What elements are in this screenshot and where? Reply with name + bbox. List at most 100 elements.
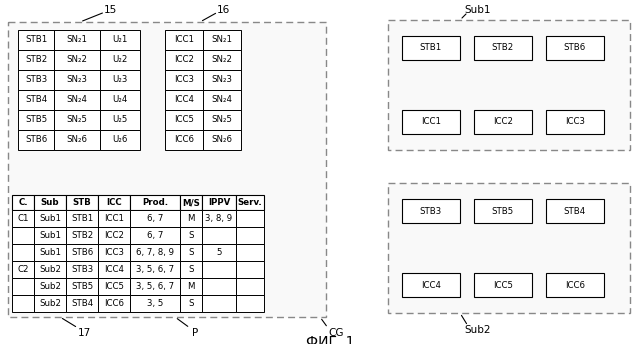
Text: STB2: STB2 [492,43,514,53]
Bar [202,210,236,227]
Text: SN₂6: SN₂6 [67,136,88,144]
Text: SN₂5: SN₂5 [67,116,88,125]
Text: STB4: STB4 [71,299,93,308]
Text: 3, 5, 6, 7: 3, 5, 6, 7 [136,282,174,291]
Text: SN₂3: SN₂3 [67,75,88,85]
Text: ICC2: ICC2 [174,55,194,65]
Text: Sub2: Sub2 [465,325,492,335]
Bar [180,227,202,244]
Bar [402,110,460,134]
Bar [100,50,140,70]
Text: ICC3: ICC3 [104,248,124,257]
Bar [180,210,202,227]
Bar [18,50,54,70]
Bar [54,70,100,90]
Text: STB5: STB5 [492,206,514,215]
Bar [180,244,202,261]
Bar [180,278,202,295]
Bar [98,195,130,210]
Text: STB: STB [72,198,92,207]
Text: U₂1: U₂1 [112,35,128,44]
Bar [98,295,130,312]
Bar [546,110,604,134]
Text: ICC3: ICC3 [174,75,194,85]
Text: C2: C2 [17,265,29,274]
Bar [66,244,98,261]
Bar [98,227,130,244]
Text: ICC6: ICC6 [104,299,124,308]
Text: STB1: STB1 [420,43,442,53]
Bar [18,30,54,50]
Bar [203,130,241,150]
Text: M/S: M/S [182,198,200,207]
Text: STB2: STB2 [71,231,93,240]
Bar [165,30,203,50]
Bar [388,183,630,313]
Bar [66,261,98,278]
Bar [66,210,98,227]
Text: STB1: STB1 [71,214,93,223]
Bar [18,90,54,110]
Text: Sub1: Sub1 [39,248,61,257]
Bar [165,90,203,110]
Bar [98,210,130,227]
Text: ICC6: ICC6 [174,136,194,144]
Text: STB1: STB1 [25,35,47,44]
Bar [203,70,241,90]
Bar [180,295,202,312]
Text: SN₂2: SN₂2 [211,55,232,65]
Bar [66,278,98,295]
Text: 15: 15 [104,5,116,15]
Text: Prod.: Prod. [142,198,168,207]
Bar [18,70,54,90]
Bar [54,50,100,70]
Text: SN₂1: SN₂1 [211,35,232,44]
Text: SN₂5: SN₂5 [211,116,232,125]
Text: ICC2: ICC2 [104,231,124,240]
Bar [66,195,98,210]
Bar [100,70,140,90]
Bar [165,130,203,150]
Text: ICC3: ICC3 [565,118,585,127]
Bar [236,195,264,210]
Bar [165,50,203,70]
Bar [130,244,180,261]
Text: 6, 7, 8, 9: 6, 7, 8, 9 [136,248,174,257]
Text: M: M [188,214,195,223]
Bar [546,273,604,297]
Bar [98,244,130,261]
Text: ICC4: ICC4 [174,96,194,105]
Bar [202,195,236,210]
Text: U₂4: U₂4 [112,96,128,105]
Bar [402,273,460,297]
Bar [12,278,34,295]
Bar [402,36,460,60]
Text: ICC2: ICC2 [493,118,513,127]
Text: M: M [188,282,195,291]
Text: Sub2: Sub2 [39,265,61,274]
Text: SN₂4: SN₂4 [211,96,232,105]
Text: STB2: STB2 [25,55,47,65]
Text: ICC4: ICC4 [421,280,441,290]
Text: P: P [192,328,198,338]
Bar [34,261,66,278]
Text: S: S [188,231,194,240]
Bar [130,295,180,312]
Bar [474,110,532,134]
Text: 5: 5 [216,248,221,257]
Text: SN₂6: SN₂6 [211,136,232,144]
Bar [236,227,264,244]
Bar [34,210,66,227]
Text: Sub2: Sub2 [39,282,61,291]
Bar [130,278,180,295]
Text: ICC1: ICC1 [421,118,441,127]
Text: CG: CG [328,328,344,338]
Text: C.: C. [18,198,28,207]
Bar [34,295,66,312]
Bar [12,244,34,261]
Bar [130,210,180,227]
Text: 3, 5, 6, 7: 3, 5, 6, 7 [136,265,174,274]
Bar [236,210,264,227]
Bar [54,90,100,110]
Text: STB3: STB3 [71,265,93,274]
